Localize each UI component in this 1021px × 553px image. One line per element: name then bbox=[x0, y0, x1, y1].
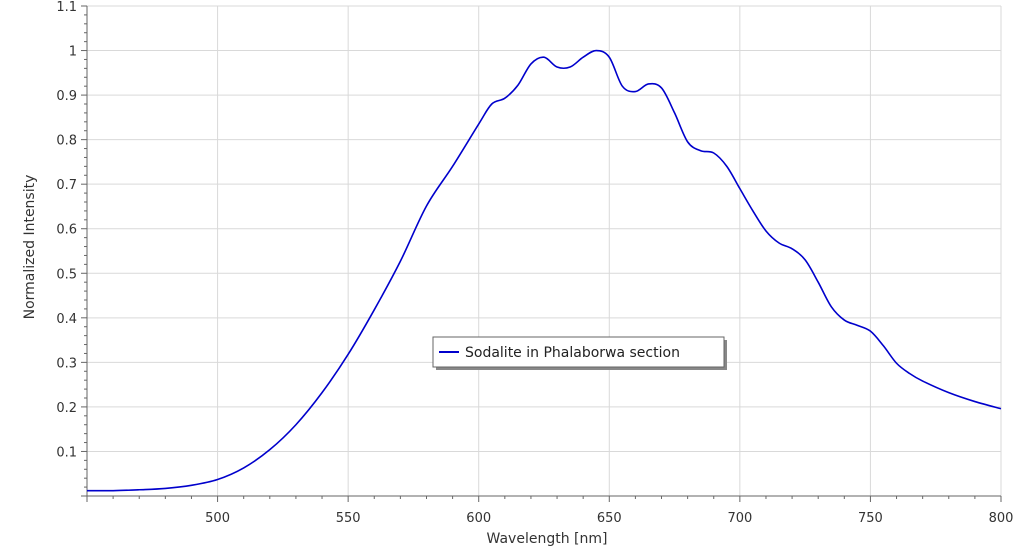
x-tick-label: 700 bbox=[727, 511, 752, 526]
x-tick-label: 550 bbox=[336, 511, 361, 526]
y-tick-label: 0.6 bbox=[56, 223, 77, 238]
axes bbox=[81, 5, 1002, 502]
y-tick-label: 0.4 bbox=[56, 312, 77, 327]
y-tick-label: 1.1 bbox=[56, 0, 77, 15]
x-tick-label: 800 bbox=[989, 511, 1014, 526]
y-tick-label: 1 bbox=[69, 45, 77, 60]
legend-box bbox=[432, 336, 725, 368]
y-tick-label: 0.8 bbox=[56, 134, 77, 149]
series bbox=[86, 49, 1002, 492]
y-tick-label: 0.3 bbox=[56, 356, 77, 371]
legend: Sodalite in Phalaborwa section bbox=[432, 336, 727, 370]
y-tick-label: 0.1 bbox=[56, 445, 77, 460]
x-axis-title: Wavelength [nm] bbox=[487, 531, 608, 547]
y-tick-label: 0.5 bbox=[56, 267, 77, 282]
legend-label: Sodalite in Phalaborwa section bbox=[465, 345, 680, 361]
series-line bbox=[86, 49, 1002, 492]
y-tick-label: 0.7 bbox=[56, 178, 77, 193]
x-tick-label: 600 bbox=[466, 511, 491, 526]
x-tick-label: 750 bbox=[858, 511, 883, 526]
x-tick-label: 650 bbox=[597, 511, 622, 526]
grid bbox=[87, 5, 1002, 496]
y-tick-label: 0.9 bbox=[56, 89, 77, 104]
y-axis-title: Normalized Intensity bbox=[22, 175, 38, 320]
tick-labels: 500 550 600 650 700 750 800 0.1 0.2 0.3 0.4 0.5 0.6 0… bbox=[56, 0, 1013, 526]
y-tick-label: 0.2 bbox=[56, 401, 77, 416]
x-tick-label: 500 bbox=[205, 511, 230, 526]
